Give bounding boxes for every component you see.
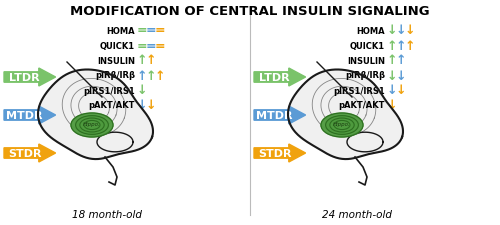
Polygon shape [97, 133, 133, 152]
Text: ↓: ↓ [396, 24, 406, 37]
Text: 24 month-old: 24 month-old [322, 209, 392, 219]
Text: QUICK1: QUICK1 [350, 41, 385, 50]
FancyArrow shape [4, 106, 56, 124]
Text: HOMA: HOMA [356, 26, 385, 35]
Ellipse shape [80, 119, 104, 132]
Text: =: = [146, 24, 156, 37]
Text: ↑: ↑ [137, 54, 147, 67]
Text: =: = [155, 24, 166, 37]
FancyArrow shape [254, 144, 306, 162]
Text: ↑: ↑ [396, 54, 406, 67]
Text: STDR: STDR [258, 148, 292, 158]
Ellipse shape [84, 121, 100, 130]
Polygon shape [347, 133, 383, 152]
Text: QUICK1: QUICK1 [100, 41, 135, 50]
Text: ↑: ↑ [146, 69, 156, 82]
Text: pAKT/AKT: pAKT/AKT [88, 101, 135, 110]
Polygon shape [288, 70, 403, 159]
Text: =: = [137, 24, 147, 37]
Text: INSULIN: INSULIN [97, 56, 135, 65]
Text: ↓: ↓ [137, 84, 147, 97]
Text: ↑: ↑ [405, 39, 415, 52]
Text: INSULIN: INSULIN [347, 56, 385, 65]
Ellipse shape [321, 113, 363, 137]
Text: ↑: ↑ [396, 39, 406, 52]
Text: LTDR: LTDR [260, 73, 290, 83]
Text: Hippo.: Hippo. [333, 122, 351, 127]
Text: 18 month-old: 18 month-old [72, 209, 142, 219]
Polygon shape [38, 70, 153, 159]
Text: ↓: ↓ [146, 99, 156, 112]
Text: =: = [146, 39, 156, 52]
Text: pIRS1/IRS1: pIRS1/IRS1 [333, 86, 385, 95]
Text: LTDR: LTDR [10, 73, 40, 83]
Text: =: = [137, 39, 147, 52]
Text: ↓: ↓ [387, 24, 398, 37]
Text: ↓: ↓ [387, 99, 398, 112]
Text: ↓: ↓ [387, 69, 398, 82]
FancyArrow shape [4, 69, 56, 87]
Ellipse shape [334, 121, 350, 130]
Ellipse shape [326, 116, 358, 135]
Text: ↓: ↓ [137, 99, 147, 112]
Text: HOMA: HOMA [106, 26, 135, 35]
Text: ↑: ↑ [137, 69, 147, 82]
FancyArrow shape [254, 69, 306, 87]
FancyArrow shape [254, 106, 306, 124]
Text: Hippo.: Hippo. [83, 122, 101, 127]
Text: STDR: STDR [8, 148, 42, 158]
Text: MODIFICATION OF CENTRAL INSULIN SIGNALING: MODIFICATION OF CENTRAL INSULIN SIGNALIN… [70, 5, 430, 18]
Text: ↑: ↑ [146, 54, 156, 67]
Text: MTDR: MTDR [6, 110, 43, 120]
Text: ↓: ↓ [405, 24, 415, 37]
Text: =: = [155, 39, 166, 52]
Text: ↓: ↓ [396, 69, 406, 82]
Ellipse shape [71, 113, 113, 137]
Ellipse shape [76, 116, 108, 135]
Text: pIRβ/IRβ: pIRβ/IRβ [95, 71, 135, 80]
Text: pIRβ/IRβ: pIRβ/IRβ [345, 71, 385, 80]
Text: pIRS1/IRS1: pIRS1/IRS1 [83, 86, 135, 95]
Text: ↑: ↑ [387, 39, 398, 52]
Text: ↑: ↑ [155, 69, 166, 82]
Text: MTDR: MTDR [256, 110, 293, 120]
Text: ↓: ↓ [396, 84, 406, 97]
Ellipse shape [330, 119, 354, 132]
Text: pAKT/AKT: pAKT/AKT [338, 101, 385, 110]
Text: ↑: ↑ [387, 54, 398, 67]
FancyArrow shape [4, 144, 56, 162]
Text: ↓: ↓ [387, 84, 398, 97]
